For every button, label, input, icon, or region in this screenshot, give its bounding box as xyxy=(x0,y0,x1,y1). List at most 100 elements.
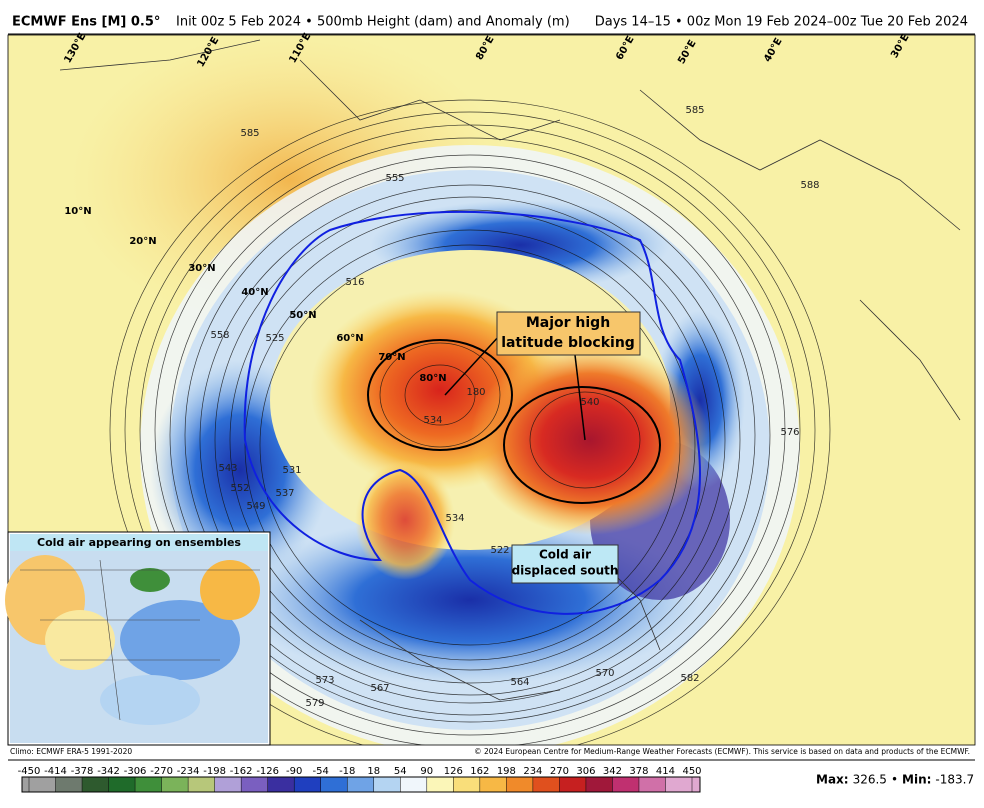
latitude-label: 50°N xyxy=(289,310,316,321)
colorbar-tick-label: -90 xyxy=(286,766,302,777)
colorbar-swatch xyxy=(453,777,480,792)
contour-label: 543 xyxy=(218,463,237,474)
colorbar-swatch xyxy=(347,777,374,792)
contour-label: 522 xyxy=(490,545,509,556)
contour-label: 525 xyxy=(265,333,284,344)
min-value: -183.7 xyxy=(935,773,974,787)
copyright: © 2024 European Centre for Medium-Range … xyxy=(474,747,970,756)
stats: Max: 326.5 • Min: -183.7 xyxy=(816,773,974,787)
colorbar-swatch xyxy=(108,777,136,792)
colorbar-swatch xyxy=(373,777,401,792)
latitude-label: 20°N xyxy=(129,236,156,247)
contour-label: 570 xyxy=(595,668,614,679)
colorbar-swatch xyxy=(479,777,507,792)
map-frame xyxy=(7,34,976,746)
contour-label: 540 xyxy=(580,397,599,408)
annotation-box xyxy=(511,544,619,584)
contour-label: 549 xyxy=(246,501,265,512)
colorbar-swatch xyxy=(161,777,189,792)
colorbar-tick-label: -198 xyxy=(203,766,226,777)
colorbar-tick-label: 162 xyxy=(470,766,489,777)
contour-label: 555 xyxy=(385,173,404,184)
max-label: Max: xyxy=(816,773,849,787)
colorbar-tick-label: -342 xyxy=(97,766,120,777)
colorbar-tick-label: 126 xyxy=(444,766,463,777)
colorbar-swatch xyxy=(267,777,295,792)
contour-label: 552 xyxy=(230,483,249,494)
colorbar-tick-label: -450 xyxy=(18,766,41,777)
contour-label: 567 xyxy=(370,683,389,694)
latitude-label: 10°N xyxy=(64,206,91,217)
colorbar-swatch xyxy=(320,777,348,792)
arrow xyxy=(574,354,586,441)
colorbar-tick-label: -306 xyxy=(124,766,147,777)
colorbar-tick-label: -414 xyxy=(44,766,67,777)
contour-label: 588 xyxy=(800,180,819,191)
colorbar-swatch xyxy=(665,777,692,792)
climo-credit: Climo: ECMWF ERA-5 1991-2020 xyxy=(10,747,132,756)
contour-label: 573 xyxy=(315,675,334,686)
contour-label: 585 xyxy=(240,128,259,139)
colorbar-tick-label: -378 xyxy=(71,766,94,777)
arrow xyxy=(444,334,501,396)
colorbar-swatch xyxy=(241,777,268,792)
colorbar-tick-label: 270 xyxy=(550,766,569,777)
contour-label: 531 xyxy=(282,465,301,476)
colorbar-swatch xyxy=(506,777,533,792)
colorbar-swatch xyxy=(82,777,109,792)
latitude-label: 40°N xyxy=(241,287,268,298)
latitude-label: 80°N xyxy=(419,373,446,384)
contour-label: 537 xyxy=(275,488,294,499)
latitude-label: 30°N xyxy=(188,263,215,274)
contour-label: 579 xyxy=(305,698,324,709)
valid-text: Days 14–15 • 00z Mon 19 Feb 2024–00z Tue… xyxy=(595,15,968,30)
colorbar-swatch xyxy=(532,777,560,792)
annotation-text: Major high xyxy=(526,315,610,331)
colorbar-tick-label: 18 xyxy=(367,766,380,777)
map xyxy=(8,35,975,745)
colorbar-swatch xyxy=(638,777,666,792)
inset: Cold air appearing on ensembles xyxy=(5,531,271,746)
colorbar-tick-label: -54 xyxy=(313,766,329,777)
colorbar-swatch xyxy=(135,777,162,792)
contour-label: 558 xyxy=(210,330,229,341)
colorbar-tick-label: 234 xyxy=(523,766,542,777)
colorbar-tick-label: 306 xyxy=(576,766,595,777)
latitude-label: 60°N xyxy=(336,333,363,344)
colorbar-tick-label: 450 xyxy=(682,766,701,777)
contour-label: 516 xyxy=(345,277,364,288)
separator: • xyxy=(891,773,898,787)
colorbar-swatch xyxy=(214,777,242,792)
colorbar-end xyxy=(692,777,700,792)
colorbar-tick-label: 54 xyxy=(394,766,407,777)
contour-label: 180 xyxy=(466,387,485,398)
colorbar-swatch xyxy=(559,777,586,792)
colorbar-tick-label: 342 xyxy=(603,766,622,777)
max-value: 326.5 xyxy=(853,773,887,787)
min-label: Min: xyxy=(902,773,931,787)
colorbar-tick-label: 198 xyxy=(497,766,516,777)
colorbar-tick-label: 90 xyxy=(420,766,433,777)
contour-label: 534 xyxy=(423,415,442,426)
colorbar-tick-label: -234 xyxy=(177,766,200,777)
contour-label: 582 xyxy=(680,673,699,684)
annotation-box xyxy=(496,311,641,356)
colorbar-swatch xyxy=(55,777,83,792)
colorbar-tick-label: 378 xyxy=(629,766,648,777)
latitude-label: 70°N xyxy=(378,352,405,363)
colorbar-swatch xyxy=(585,777,613,792)
colorbar-swatch xyxy=(400,777,427,792)
colorbar-swatch xyxy=(29,777,56,792)
colorbar-swatch xyxy=(188,777,215,792)
annotation-text: displaced south xyxy=(512,564,619,578)
annotation-text: Cold air xyxy=(539,548,591,562)
colorbar-swatch xyxy=(294,777,321,792)
annotation-text: latitude blocking xyxy=(501,335,635,351)
colorbar-tick-label: -126 xyxy=(256,766,279,777)
contour-label: 564 xyxy=(510,677,529,688)
colorbar-end xyxy=(22,777,29,792)
colorbar-swatch xyxy=(426,777,454,792)
colorbar-frame xyxy=(21,776,701,793)
inset-title: Cold air appearing on ensembles xyxy=(37,536,241,549)
